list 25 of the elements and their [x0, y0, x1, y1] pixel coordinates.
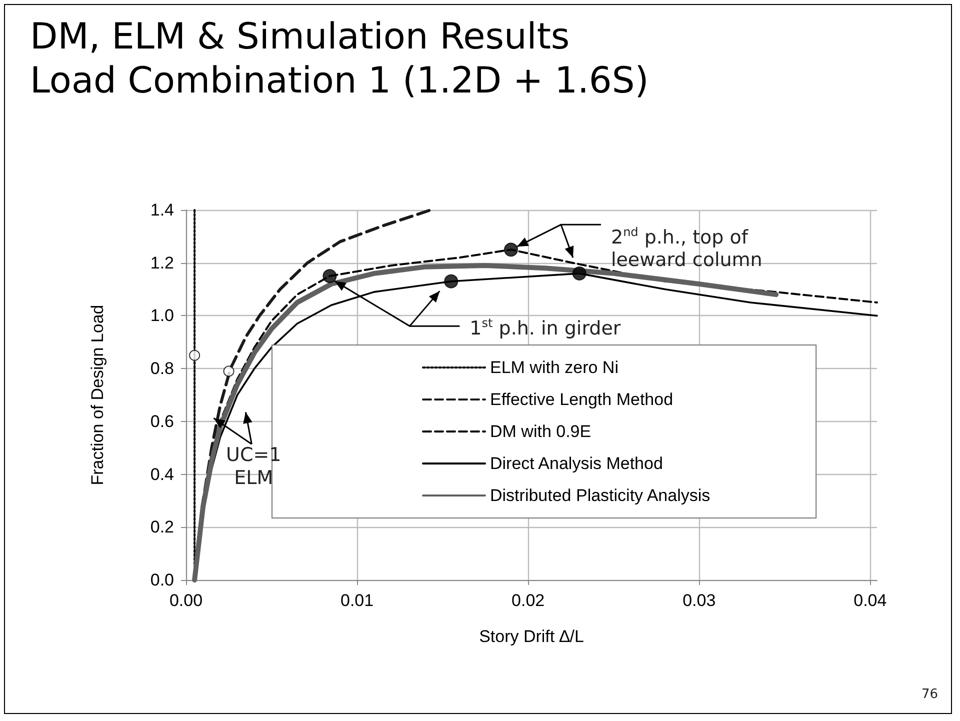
legend-label: ELM with zero Ni — [490, 358, 618, 377]
x-tick-label: 0.03 — [682, 591, 716, 610]
y-tick-label: 0.0 — [150, 570, 174, 590]
legend-label: Effective Length Method — [490, 390, 674, 409]
chart-title: DM, ELM & Simulation Results — [30, 16, 570, 58]
y-tick-label: 0.6 — [150, 412, 174, 431]
legend-label: DM with 0.9E — [490, 422, 592, 441]
x-tick-label: 0.04 — [854, 591, 887, 610]
y-tick-label: 0.8 — [150, 359, 174, 378]
y-tick-label: 0.2 — [150, 518, 174, 537]
legend-label: Direct Analysis Method — [490, 454, 663, 473]
y-tick-label: 1.0 — [150, 306, 174, 326]
text: 76 — [921, 687, 938, 703]
x-tick-label: 0.01 — [340, 591, 374, 610]
x-axis-title: Story Drift ∆/L — [479, 627, 584, 646]
x-tick-label: 0.02 — [512, 591, 545, 610]
y-tick-label: 1.4 — [150, 200, 174, 220]
chart-subtitle: Load Combination 1 (1.2D + 1.6S) — [30, 60, 649, 102]
annotation: 1$^{st}$ p.h. in girder — [470, 316, 621, 340]
y-tick-label: 0.4 — [150, 464, 174, 484]
y-tick-label: 1.2 — [150, 253, 174, 272]
x-tick-label: 0.00 — [169, 591, 203, 610]
y-axis-title: Fraction of Design Load — [88, 304, 107, 486]
annotation: 2$^{nd}$ p.h., top of leeward column — [610, 224, 764, 272]
legend-label: Distributed Plasticity Analysis — [490, 486, 710, 505]
